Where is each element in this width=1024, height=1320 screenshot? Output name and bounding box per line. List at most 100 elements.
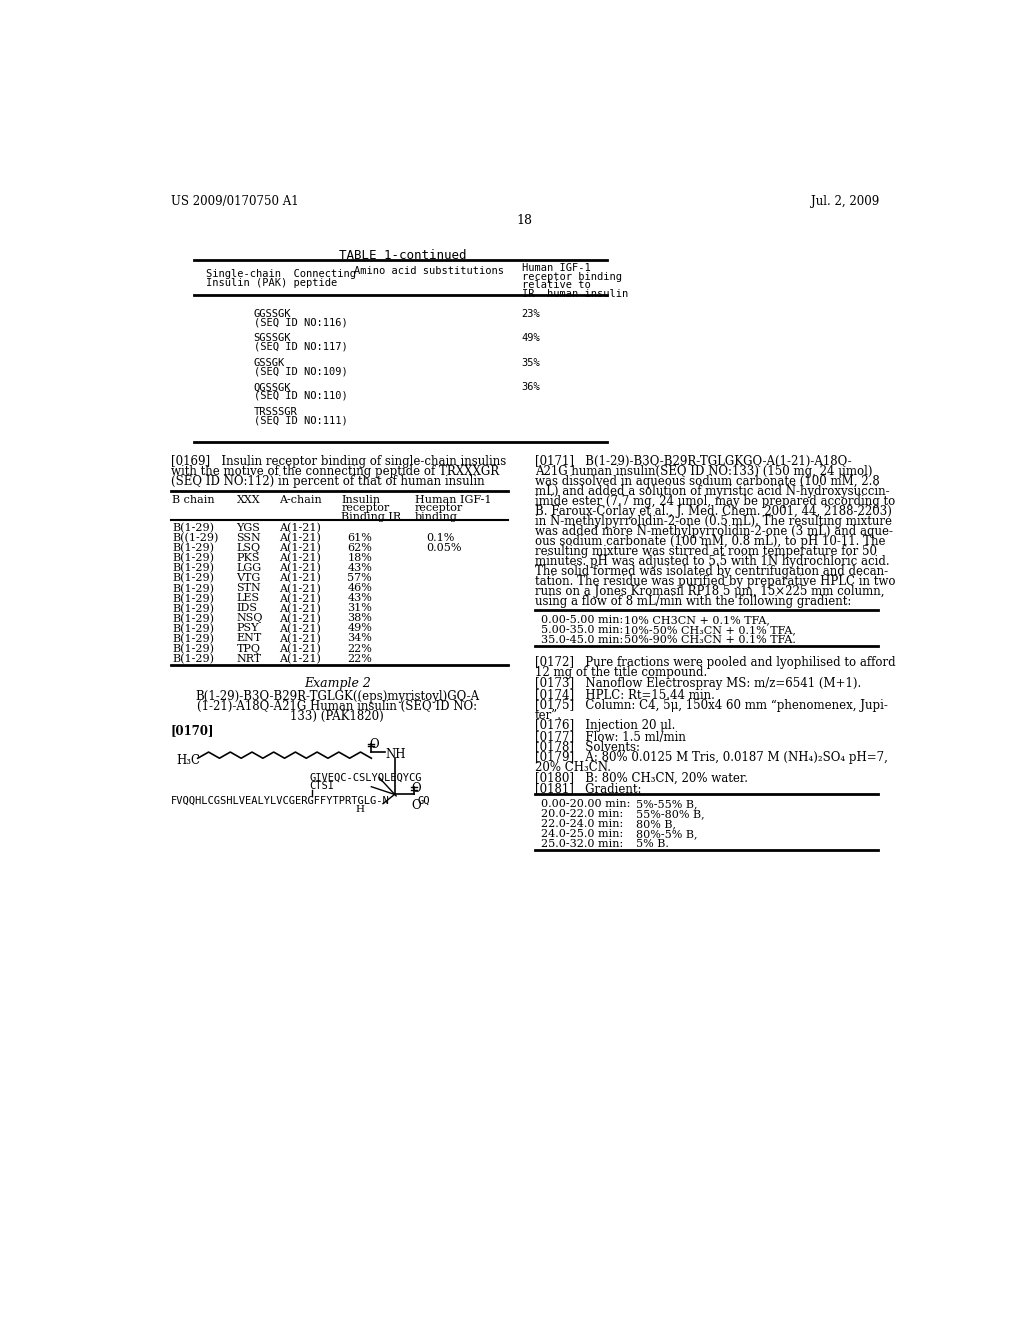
Text: with the motive of the connecting peptide of TRXXXGR: with the motive of the connecting peptid… — [171, 465, 499, 478]
Text: A(1-21): A(1-21) — [280, 533, 321, 544]
Text: 31%: 31% — [347, 603, 372, 614]
Text: 25.0-32.0 min:: 25.0-32.0 min: — [541, 840, 624, 849]
Text: 34%: 34% — [347, 634, 372, 643]
Text: 80% B,: 80% B, — [636, 818, 676, 829]
Text: US 2009/0170750 A1: US 2009/0170750 A1 — [171, 195, 298, 209]
Text: in N-methylpyrrolidin-2-one (0.5 mL). The resulting mixture: in N-methylpyrrolidin-2-one (0.5 mL). Th… — [535, 515, 892, 528]
Text: O: O — [412, 799, 421, 812]
Text: Single-chain  Connecting: Single-chain Connecting — [206, 269, 355, 280]
Text: 61%: 61% — [347, 533, 372, 544]
Text: Binding IR: Binding IR — [341, 512, 401, 521]
Text: B(1-29): B(1-29) — [172, 594, 214, 603]
Text: 38%: 38% — [347, 614, 372, 623]
Text: LSQ: LSQ — [237, 544, 261, 553]
Text: 18%: 18% — [347, 553, 372, 564]
Text: 23%: 23% — [521, 309, 541, 318]
Text: ous sodium carbonate (100 mM, 0.8 mL), to pH 10-11. The: ous sodium carbonate (100 mM, 0.8 mL), t… — [535, 535, 886, 548]
Text: CTSI: CTSI — [309, 781, 335, 791]
Text: [0172]   Pure fractions were pooled and lyophilised to afford: [0172] Pure fractions were pooled and ly… — [535, 656, 896, 669]
Text: A(1-21): A(1-21) — [280, 553, 321, 564]
Text: A(1-21): A(1-21) — [280, 653, 321, 664]
Text: [0176]   Injection 20 μl.: [0176] Injection 20 μl. — [535, 719, 675, 733]
Text: B(1-29): B(1-29) — [172, 583, 214, 594]
Text: B(1-29): B(1-29) — [172, 544, 214, 553]
Text: GSSGK: GSSGK — [254, 358, 285, 368]
Text: was added more N-methylpyrrolidin-2-one (3 mL) and aque-: was added more N-methylpyrrolidin-2-one … — [535, 525, 893, 539]
Text: [0179]   A: 80% 0.0125 M Tris, 0.0187 M (NH₄)₂SO₄ pH=7,: [0179] A: 80% 0.0125 M Tris, 0.0187 M (N… — [535, 751, 888, 764]
Text: B(1-29): B(1-29) — [172, 524, 214, 533]
Text: imide ester (7.7 mg, 24 μmol, may be prepared according to: imide ester (7.7 mg, 24 μmol, may be pre… — [535, 495, 895, 508]
Text: XXX: XXX — [237, 495, 260, 504]
Text: B(1-29)-B3Q-B29R-TGLGK((eps)myristoyl)GQ-A: B(1-29)-B3Q-B29R-TGLGK((eps)myristoyl)GQ… — [196, 689, 479, 702]
Text: B(1-29): B(1-29) — [172, 634, 214, 644]
Text: H₃C: H₃C — [176, 755, 200, 767]
Text: A(1-21): A(1-21) — [280, 583, 321, 594]
Text: ter”.: ter”. — [535, 709, 562, 722]
Text: 43%: 43% — [347, 594, 372, 603]
Text: 55%-80% B,: 55%-80% B, — [636, 809, 705, 818]
Text: 35.0-45.0 min:: 35.0-45.0 min: — [541, 635, 624, 645]
Text: A21G human insulin(SEQ ID NO:133) (150 mg, 24 μmol): A21G human insulin(SEQ ID NO:133) (150 m… — [535, 465, 872, 478]
Text: 57%: 57% — [347, 573, 372, 583]
Text: A(1-21): A(1-21) — [280, 603, 321, 614]
Text: Amino acid substitutions: Amino acid substitutions — [354, 267, 504, 276]
Text: GIVEQC-CSLYQLEQYCG: GIVEQC-CSLYQLEQYCG — [309, 774, 422, 783]
Text: B chain: B chain — [172, 495, 215, 504]
Text: 5%-55% B,: 5%-55% B, — [636, 799, 697, 809]
Text: 12 mg of the title compound.: 12 mg of the title compound. — [535, 665, 708, 678]
Text: H: H — [355, 805, 365, 814]
Text: A(1-21): A(1-21) — [280, 564, 321, 574]
Text: 49%: 49% — [347, 623, 372, 634]
Text: 50%-90% CH₃CN + 0.1% TFA.: 50%-90% CH₃CN + 0.1% TFA. — [624, 635, 796, 645]
Text: NH: NH — [385, 748, 406, 762]
Text: A(1-21): A(1-21) — [280, 573, 321, 583]
Text: (SEQ ID NO:109): (SEQ ID NO:109) — [254, 367, 347, 376]
Text: B(1-29): B(1-29) — [172, 644, 214, 653]
Text: A(1-21): A(1-21) — [280, 644, 321, 653]
Text: 18: 18 — [517, 214, 532, 227]
Text: (SEQ ID NO:111): (SEQ ID NO:111) — [254, 416, 347, 425]
Text: B(1-29): B(1-29) — [172, 603, 214, 614]
Text: TPQ: TPQ — [237, 644, 260, 653]
Text: receptor binding: receptor binding — [521, 272, 622, 281]
Text: 49%: 49% — [521, 333, 541, 343]
Text: was dissolved in aqueous sodium carbonate (100 mM, 2.8: was dissolved in aqueous sodium carbonat… — [535, 475, 880, 488]
Text: B(1-29): B(1-29) — [172, 564, 214, 574]
Text: PSY: PSY — [237, 623, 259, 634]
Text: Human IGF-1: Human IGF-1 — [415, 495, 492, 504]
Text: B((1-29): B((1-29) — [172, 533, 218, 544]
Text: SGSSGK: SGSSGK — [254, 333, 291, 343]
Text: 133) (PAK1820): 133) (PAK1820) — [291, 710, 384, 723]
Text: 22%: 22% — [347, 653, 372, 664]
Text: 0.1%: 0.1% — [426, 533, 455, 544]
Text: A(1-21): A(1-21) — [280, 634, 321, 644]
Text: Jul. 2, 2009: Jul. 2, 2009 — [811, 195, 879, 209]
Text: NSQ: NSQ — [237, 614, 263, 623]
Text: 0.00-5.00 min:: 0.00-5.00 min: — [541, 615, 624, 624]
Text: receptor: receptor — [341, 503, 389, 513]
Text: minutes. pH was adjusted to 5.5 with 1N hydrochloric acid.: minutes. pH was adjusted to 5.5 with 1N … — [535, 554, 890, 568]
Text: 22.0-24.0 min:: 22.0-24.0 min: — [541, 818, 624, 829]
Text: (SEQ ID NO:117): (SEQ ID NO:117) — [254, 342, 347, 351]
Text: IR  human insulin: IR human insulin — [521, 289, 628, 298]
Text: binding: binding — [415, 512, 458, 521]
Text: 22%: 22% — [347, 644, 372, 653]
Text: using a flow of 8 mL/min with the following gradient:: using a flow of 8 mL/min with the follow… — [535, 595, 851, 609]
Text: B(1-29): B(1-29) — [172, 553, 214, 564]
Text: B. Faroux-Corlay et al., J. Med. Chem. 2001, 44, 2188-2203): B. Faroux-Corlay et al., J. Med. Chem. 2… — [535, 506, 892, 517]
Text: Insulin: Insulin — [341, 495, 380, 504]
Text: A(1-21): A(1-21) — [280, 623, 321, 634]
Text: [0171]   B(1-29)-B3Q-B29R-TGLGKGQ-A(1-21)-A18Q-: [0171] B(1-29)-B3Q-B29R-TGLGKGQ-A(1-21)-… — [535, 455, 852, 467]
Text: 5.00-35.0 min:: 5.00-35.0 min: — [541, 626, 624, 635]
Text: 0.05%: 0.05% — [426, 544, 462, 553]
Text: B(1-29): B(1-29) — [172, 653, 214, 664]
Text: PKS: PKS — [237, 553, 260, 564]
Text: GGSSGK: GGSSGK — [254, 309, 291, 318]
Text: YGS: YGS — [237, 524, 260, 533]
Text: 20.0-22.0 min:: 20.0-22.0 min: — [541, 809, 624, 818]
Text: runs on a Jones Kromasil RP18 5 μm, 15×225 mm column,: runs on a Jones Kromasil RP18 5 μm, 15×2… — [535, 585, 885, 598]
Text: A(1-21): A(1-21) — [280, 544, 321, 553]
Text: B(1-29): B(1-29) — [172, 614, 214, 624]
Text: A(1-21): A(1-21) — [280, 614, 321, 624]
Text: (SEQ ID NO:112) in percent of that of human insulin: (SEQ ID NO:112) in percent of that of hu… — [171, 475, 484, 488]
